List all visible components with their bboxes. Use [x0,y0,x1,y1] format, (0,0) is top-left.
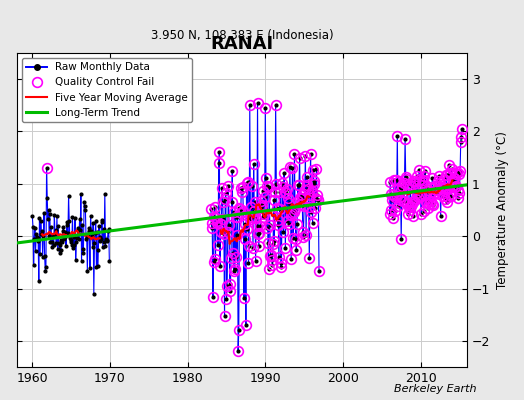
Text: 3.950 N, 108.383 E (Indonesia): 3.950 N, 108.383 E (Indonesia) [151,29,333,42]
Y-axis label: Temperature Anomaly (°C): Temperature Anomaly (°C) [496,131,509,289]
Legend: Raw Monthly Data, Quality Control Fail, Five Year Moving Average, Long-Term Tren: Raw Monthly Data, Quality Control Fail, … [22,58,192,122]
Text: Berkeley Earth: Berkeley Earth [395,384,477,394]
Title: RANAI: RANAI [211,35,274,53]
